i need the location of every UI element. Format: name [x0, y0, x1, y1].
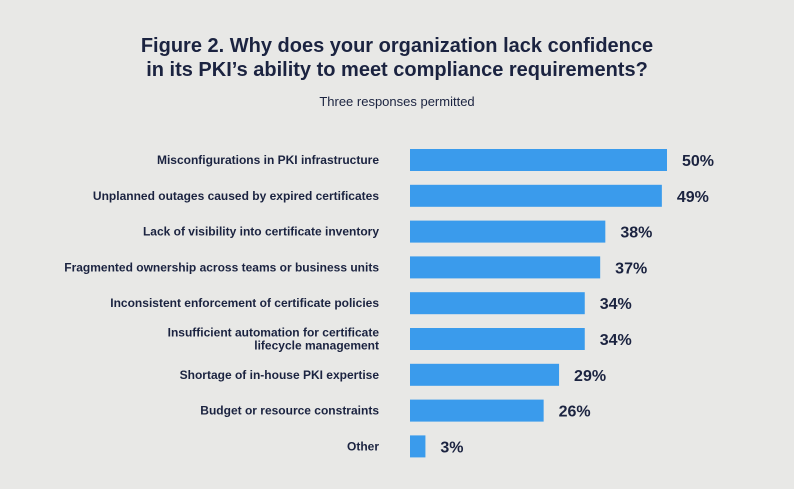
- category-label-8: Other: [347, 439, 379, 453]
- bar-6: [410, 363, 560, 386]
- category-label-1: Unplanned outages caused by expired cert…: [93, 189, 379, 203]
- value-label-4: 34%: [600, 296, 632, 313]
- category-label-6: Shortage of in-house PKI expertise: [180, 368, 380, 382]
- title-line-1: Figure 2. Why does your organization lac…: [140, 35, 654, 57]
- chart-subtitle: Three responses permitted: [319, 94, 475, 109]
- value-label-2: 38%: [620, 225, 652, 242]
- category-label-7: Budget or resource constraints: [200, 404, 379, 418]
- bar-8: [410, 435, 426, 458]
- category-label-3: Fragmented ownership across teams or bus…: [64, 260, 379, 274]
- value-label-8: 3%: [440, 439, 463, 456]
- bar-7: [410, 399, 544, 422]
- bar-3: [410, 256, 601, 279]
- bar-5: [410, 328, 585, 350]
- value-label-6: 29%: [574, 368, 606, 385]
- title-line-2: in its PKI’s ability to meet compliance …: [146, 59, 648, 81]
- bar-4: [410, 292, 585, 315]
- value-label-0: 50%: [682, 153, 714, 170]
- value-label-1: 49%: [677, 189, 709, 206]
- chart-title: Figure 2. Why does your organization lac…: [0, 34, 794, 82]
- value-label-5: 34%: [600, 332, 632, 349]
- category-label-4: Inconsistent enforcement of certificate …: [110, 296, 379, 310]
- category-label-0: Misconfigurations in PKI infrastructure: [157, 153, 379, 167]
- bar-0: [410, 149, 667, 171]
- value-label-3: 37%: [615, 260, 647, 277]
- bar-1: [410, 184, 662, 207]
- category-label-2: Lack of visibility into certificate inve…: [143, 225, 379, 239]
- category-label-5: Insufficient automation for certificate l…: [168, 326, 380, 353]
- bar-2: [410, 220, 606, 243]
- value-label-7: 26%: [559, 404, 591, 421]
